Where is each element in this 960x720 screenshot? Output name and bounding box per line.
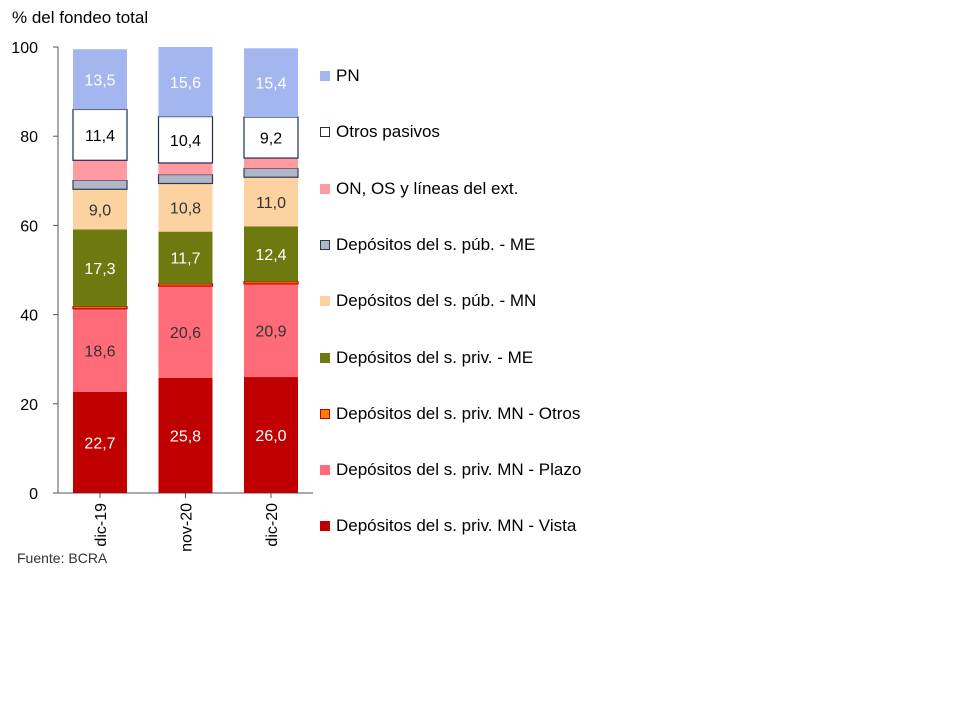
x-tick-label: dic-20 bbox=[264, 503, 281, 547]
data-label: 11,0 bbox=[256, 195, 286, 212]
y-tick-label: 80 bbox=[20, 129, 38, 146]
data-label: 11,4 bbox=[85, 128, 115, 145]
legend-swatch bbox=[320, 127, 330, 138]
legend-item: Depósitos del s. púb. - ME bbox=[320, 233, 535, 257]
data-label: 15,4 bbox=[255, 76, 286, 93]
y-tick-label: 0 bbox=[29, 486, 38, 503]
legend-label: Depósitos del s. priv. MN - Vista bbox=[336, 516, 577, 536]
bar-segment bbox=[244, 48, 298, 118]
data-label: 13,5 bbox=[84, 72, 115, 89]
data-label: 11,7 bbox=[171, 251, 201, 268]
bar-segment bbox=[158, 162, 213, 175]
bar-segment bbox=[243, 167, 299, 178]
bar-segment bbox=[158, 377, 213, 493]
y-tick-label: 20 bbox=[20, 397, 38, 414]
data-label: 12,4 bbox=[255, 247, 286, 264]
data-label: 15,6 bbox=[170, 75, 201, 92]
bar-segment bbox=[158, 231, 213, 284]
legend-label: Depósitos del s. priv. MN - Otros bbox=[336, 403, 581, 423]
legend-swatch bbox=[320, 408, 330, 419]
legend-item: Otros pasivos bbox=[320, 120, 440, 144]
data-label: 9,2 bbox=[260, 131, 282, 148]
data-label: 10,8 bbox=[170, 201, 201, 218]
bar-segment bbox=[73, 308, 127, 392]
bar-segment bbox=[244, 158, 298, 169]
legend-label: Depósitos del s. priv. MN - Plazo bbox=[336, 460, 582, 480]
bar-segment bbox=[158, 286, 213, 378]
y-axis-title: % del fondeo total bbox=[12, 8, 149, 27]
data-label: 17,3 bbox=[84, 261, 115, 278]
bar-segment bbox=[73, 229, 127, 307]
legend-swatch bbox=[320, 183, 330, 194]
bar-segment bbox=[244, 283, 298, 378]
bar-segment bbox=[244, 377, 298, 493]
legend-label: Depósitos del s. púb. - ME bbox=[336, 234, 536, 254]
bar-segment bbox=[72, 305, 128, 310]
data-label: 18,6 bbox=[84, 343, 115, 360]
source-note: Fuente: BCRA bbox=[17, 550, 108, 566]
legend-swatch bbox=[320, 465, 330, 476]
data-label: 9,0 bbox=[89, 202, 111, 219]
data-label: 20,6 bbox=[170, 325, 201, 342]
legend-swatch bbox=[320, 239, 330, 250]
legend-item: Depósitos del s. púb. - MN bbox=[320, 289, 536, 313]
legend-swatch bbox=[320, 521, 330, 532]
bar-segment bbox=[244, 226, 298, 282]
data-label: 20,9 bbox=[255, 323, 286, 340]
legend-item: Depósitos del s. priv. MN - Otros bbox=[320, 402, 580, 426]
data-label: 26,0 bbox=[255, 428, 286, 445]
y-tick-label: 60 bbox=[20, 218, 38, 235]
y-tick-label: 100 bbox=[11, 40, 38, 57]
legend-item: ON, OS y líneas del ext. bbox=[320, 177, 518, 201]
bar-segment bbox=[158, 47, 213, 117]
bar-segment bbox=[244, 177, 298, 227]
bar-segment bbox=[158, 183, 213, 232]
legend-label: ON, OS y líneas del ext. bbox=[336, 178, 519, 198]
legend-item: PN bbox=[320, 64, 360, 88]
data-label: 22,7 bbox=[84, 435, 115, 452]
legend-label: Depósitos del s. púb. - MN bbox=[336, 291, 537, 311]
bar-segment bbox=[157, 173, 214, 185]
bar-segment bbox=[73, 189, 127, 230]
bar-segment bbox=[157, 115, 214, 164]
legend-item: Depósitos del s. priv. - ME bbox=[320, 346, 533, 370]
bar-segment bbox=[73, 391, 127, 493]
legend-item: Depósitos del s. priv. MN - Vista bbox=[320, 514, 576, 538]
legend-swatch bbox=[320, 71, 330, 81]
data-label: 25,8 bbox=[170, 428, 201, 445]
bar-segment bbox=[73, 49, 127, 110]
legend-item: Depósitos del s. priv. MN - Plazo bbox=[320, 458, 581, 482]
bar-segment bbox=[73, 160, 127, 181]
x-tick-label: dic-19 bbox=[93, 503, 110, 547]
legend-swatch bbox=[320, 352, 330, 363]
bar-segment bbox=[243, 280, 299, 285]
y-tick-label: 40 bbox=[20, 308, 38, 325]
legend-label: Depósitos del s. priv. - ME bbox=[336, 347, 534, 367]
bar-segment bbox=[72, 179, 128, 190]
legend-label: Otros pasivos bbox=[336, 122, 440, 142]
x-tick-label: nov-20 bbox=[179, 503, 196, 552]
bar-segment bbox=[243, 116, 299, 159]
bar-segment bbox=[157, 283, 214, 287]
legend-label: PN bbox=[336, 66, 360, 85]
data-label: 10,4 bbox=[170, 133, 201, 150]
bar-segment bbox=[72, 108, 128, 161]
legend-swatch bbox=[320, 296, 330, 307]
